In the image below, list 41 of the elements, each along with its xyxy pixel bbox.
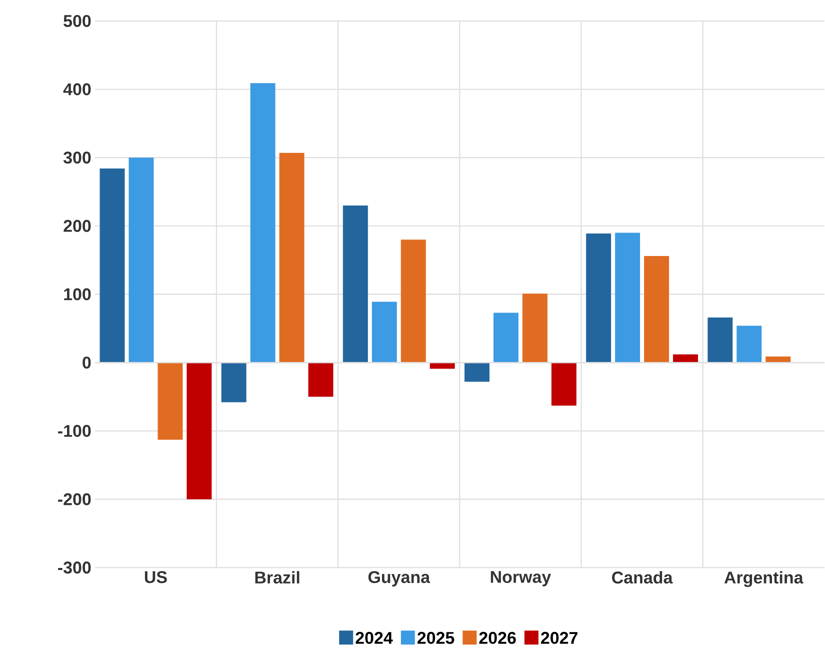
x-tick-label: Argentina [724, 571, 804, 588]
legend-label: 2024 [356, 632, 393, 644]
bar [551, 362, 576, 406]
y-tick-label: 300 [63, 152, 91, 164]
bar [158, 362, 183, 440]
y-tick-label: 0 [82, 356, 91, 369]
y-tick-label: -300 [58, 562, 91, 574]
bar [186, 362, 212, 500]
bar [673, 354, 698, 363]
x-tick-label: Brazil [255, 571, 300, 584]
bar [100, 168, 125, 363]
x-tick-label: Norway [490, 571, 552, 587]
legend-label: 2027 [541, 632, 578, 644]
bar [522, 294, 548, 363]
bar [430, 362, 455, 369]
y-tick-label: -100 [58, 425, 91, 438]
x-tick-label: Canada [612, 571, 673, 584]
bar [250, 83, 276, 363]
bar [308, 362, 334, 398]
y-tick-label: 200 [64, 220, 91, 232]
bar [615, 233, 640, 363]
bar [586, 234, 612, 363]
legend-label: 2026 [479, 632, 516, 644]
bar [221, 362, 246, 402]
bar [736, 326, 762, 363]
bar [493, 312, 518, 363]
y-tick-label: 500 [64, 15, 91, 28]
legend-label: 2025 [417, 632, 454, 644]
bar [128, 158, 154, 363]
bar [342, 206, 368, 363]
bar [464, 362, 490, 382]
y-tick-label: -200 [58, 493, 91, 506]
bar [400, 240, 426, 363]
x-tick-label: US [144, 571, 167, 584]
bar [708, 318, 733, 363]
x-tick-label: Guyana [368, 571, 430, 587]
bar [279, 153, 304, 363]
bar [372, 302, 397, 363]
y-tick-label: 100 [64, 288, 91, 301]
y-tick-label: 400 [63, 84, 91, 96]
bar [644, 256, 670, 363]
